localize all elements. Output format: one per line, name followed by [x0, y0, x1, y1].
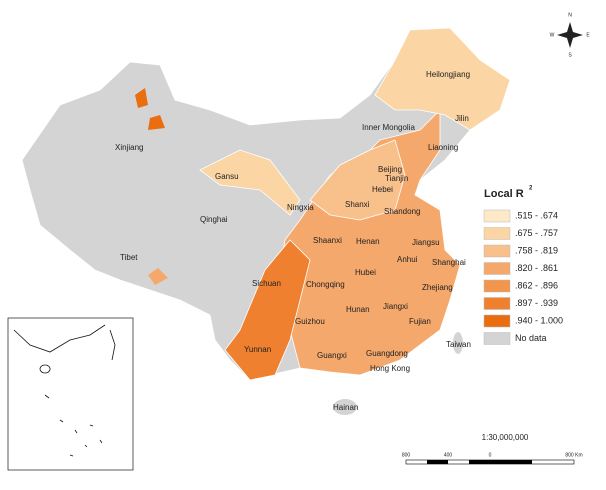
hainan	[333, 399, 357, 415]
region-label: Inner Mongolia	[362, 123, 415, 132]
compass: N E S W	[550, 12, 591, 58]
region-label: Liaoning	[428, 143, 458, 152]
scale-bar-seg	[469, 460, 490, 464]
region-label: Tianjin	[385, 174, 408, 183]
legend-swatch	[483, 297, 511, 310]
legend-swatch	[483, 262, 511, 275]
legend-label: .897 - .939	[515, 298, 558, 308]
xinjiang-spot	[135, 88, 165, 130]
region-label: Anhui	[397, 255, 418, 264]
legend-swatch	[483, 227, 511, 240]
region-label: Beijing	[378, 165, 402, 174]
region-label: Fujian	[409, 317, 431, 326]
region-label: Sichuan	[252, 279, 281, 288]
legend-label: .515 - .674	[515, 210, 558, 220]
legend-swatch	[483, 279, 511, 293]
region-label: Guangxi	[317, 351, 347, 360]
legend: Local R 2 .515 - .674 .675 - .757 .758 - .…	[483, 186, 563, 345]
region-label: Jilin	[455, 114, 469, 123]
legend-label: .940 - 1.000	[515, 315, 563, 325]
inset-frame	[7, 317, 134, 471]
region-label: Ningxia	[287, 203, 314, 212]
east-region	[274, 109, 461, 376]
inset	[7, 317, 134, 471]
scale-ratio: 1:30,000,000	[482, 433, 529, 442]
region-label: Yunnan	[244, 345, 271, 354]
legend-title: Local R	[484, 188, 524, 200]
region-label: Hunan	[346, 305, 370, 314]
region-label: Hubei	[355, 268, 376, 277]
compass-w: W	[550, 32, 555, 38]
map-shapes	[21, 27, 511, 415]
scale-bar-seg	[490, 460, 532, 464]
legend-label: .758 - .819	[515, 245, 558, 255]
region-label: Chongqing	[306, 280, 345, 289]
legend-swatch	[483, 244, 511, 258]
region-label: Hainan	[333, 403, 358, 412]
scale-tick: 400	[444, 452, 453, 458]
region-label: Jiangsu	[412, 238, 440, 247]
region-label: Jiangxi	[383, 302, 408, 311]
region-label: Gansu	[215, 172, 239, 181]
legend-swatch	[483, 314, 511, 328]
region-label: Guizhou	[295, 317, 325, 326]
region-label: Taiwan	[446, 340, 471, 349]
scale: 1:30,000,000 800 400 0 800 Km	[402, 433, 583, 465]
region-label: Zhejiang	[422, 283, 453, 292]
region-label: Henan	[356, 237, 380, 246]
north-region	[309, 139, 406, 221]
region-label: Shandong	[384, 207, 420, 216]
region-label: Shaanxi	[313, 236, 342, 245]
region-label: Shanghai	[432, 258, 466, 267]
scale-bar-seg	[427, 460, 448, 464]
legend-label: .675 - .757	[515, 228, 558, 238]
region-label: Shanxi	[345, 200, 370, 209]
region-label: Hong Kong	[370, 364, 410, 373]
compass-n: N	[568, 12, 572, 18]
tibet-spot	[148, 268, 168, 285]
scale-tick: 0	[489, 452, 492, 458]
region-label: Guangdong	[366, 349, 408, 358]
compass-rose	[557, 22, 583, 48]
compass-s: S	[568, 52, 572, 58]
legend-title-superscript: 2	[529, 186, 533, 192]
region-label: Xinjiang	[115, 143, 143, 152]
region-label: Qinghai	[200, 215, 228, 224]
taiwan	[453, 332, 463, 354]
region-labels: Heilongjiang Jilin Inner Mongolia Liaoni…	[115, 70, 471, 412]
region-label: Hebei	[372, 185, 393, 194]
region-label: Heilongjiang	[426, 70, 470, 79]
legend-label: .820 - .861	[515, 263, 558, 273]
northeast-region	[374, 27, 511, 131]
compass-e: E	[586, 32, 590, 38]
legend-label: .862 - .896	[515, 280, 558, 290]
legend-items: .515 - .674 .675 - .757 .758 - .819 .820 - …	[483, 209, 563, 345]
gansu-region	[199, 149, 301, 216]
inset-coast	[13, 324, 116, 457]
legend-swatch	[483, 332, 511, 345]
scale-tick: 800	[402, 452, 411, 458]
legend-label: No data	[515, 333, 547, 343]
scale-tick: 800 Km	[565, 452, 582, 458]
legend-swatch	[483, 209, 511, 223]
region-label: Tibet	[120, 253, 138, 262]
southwest-region	[224, 239, 311, 381]
